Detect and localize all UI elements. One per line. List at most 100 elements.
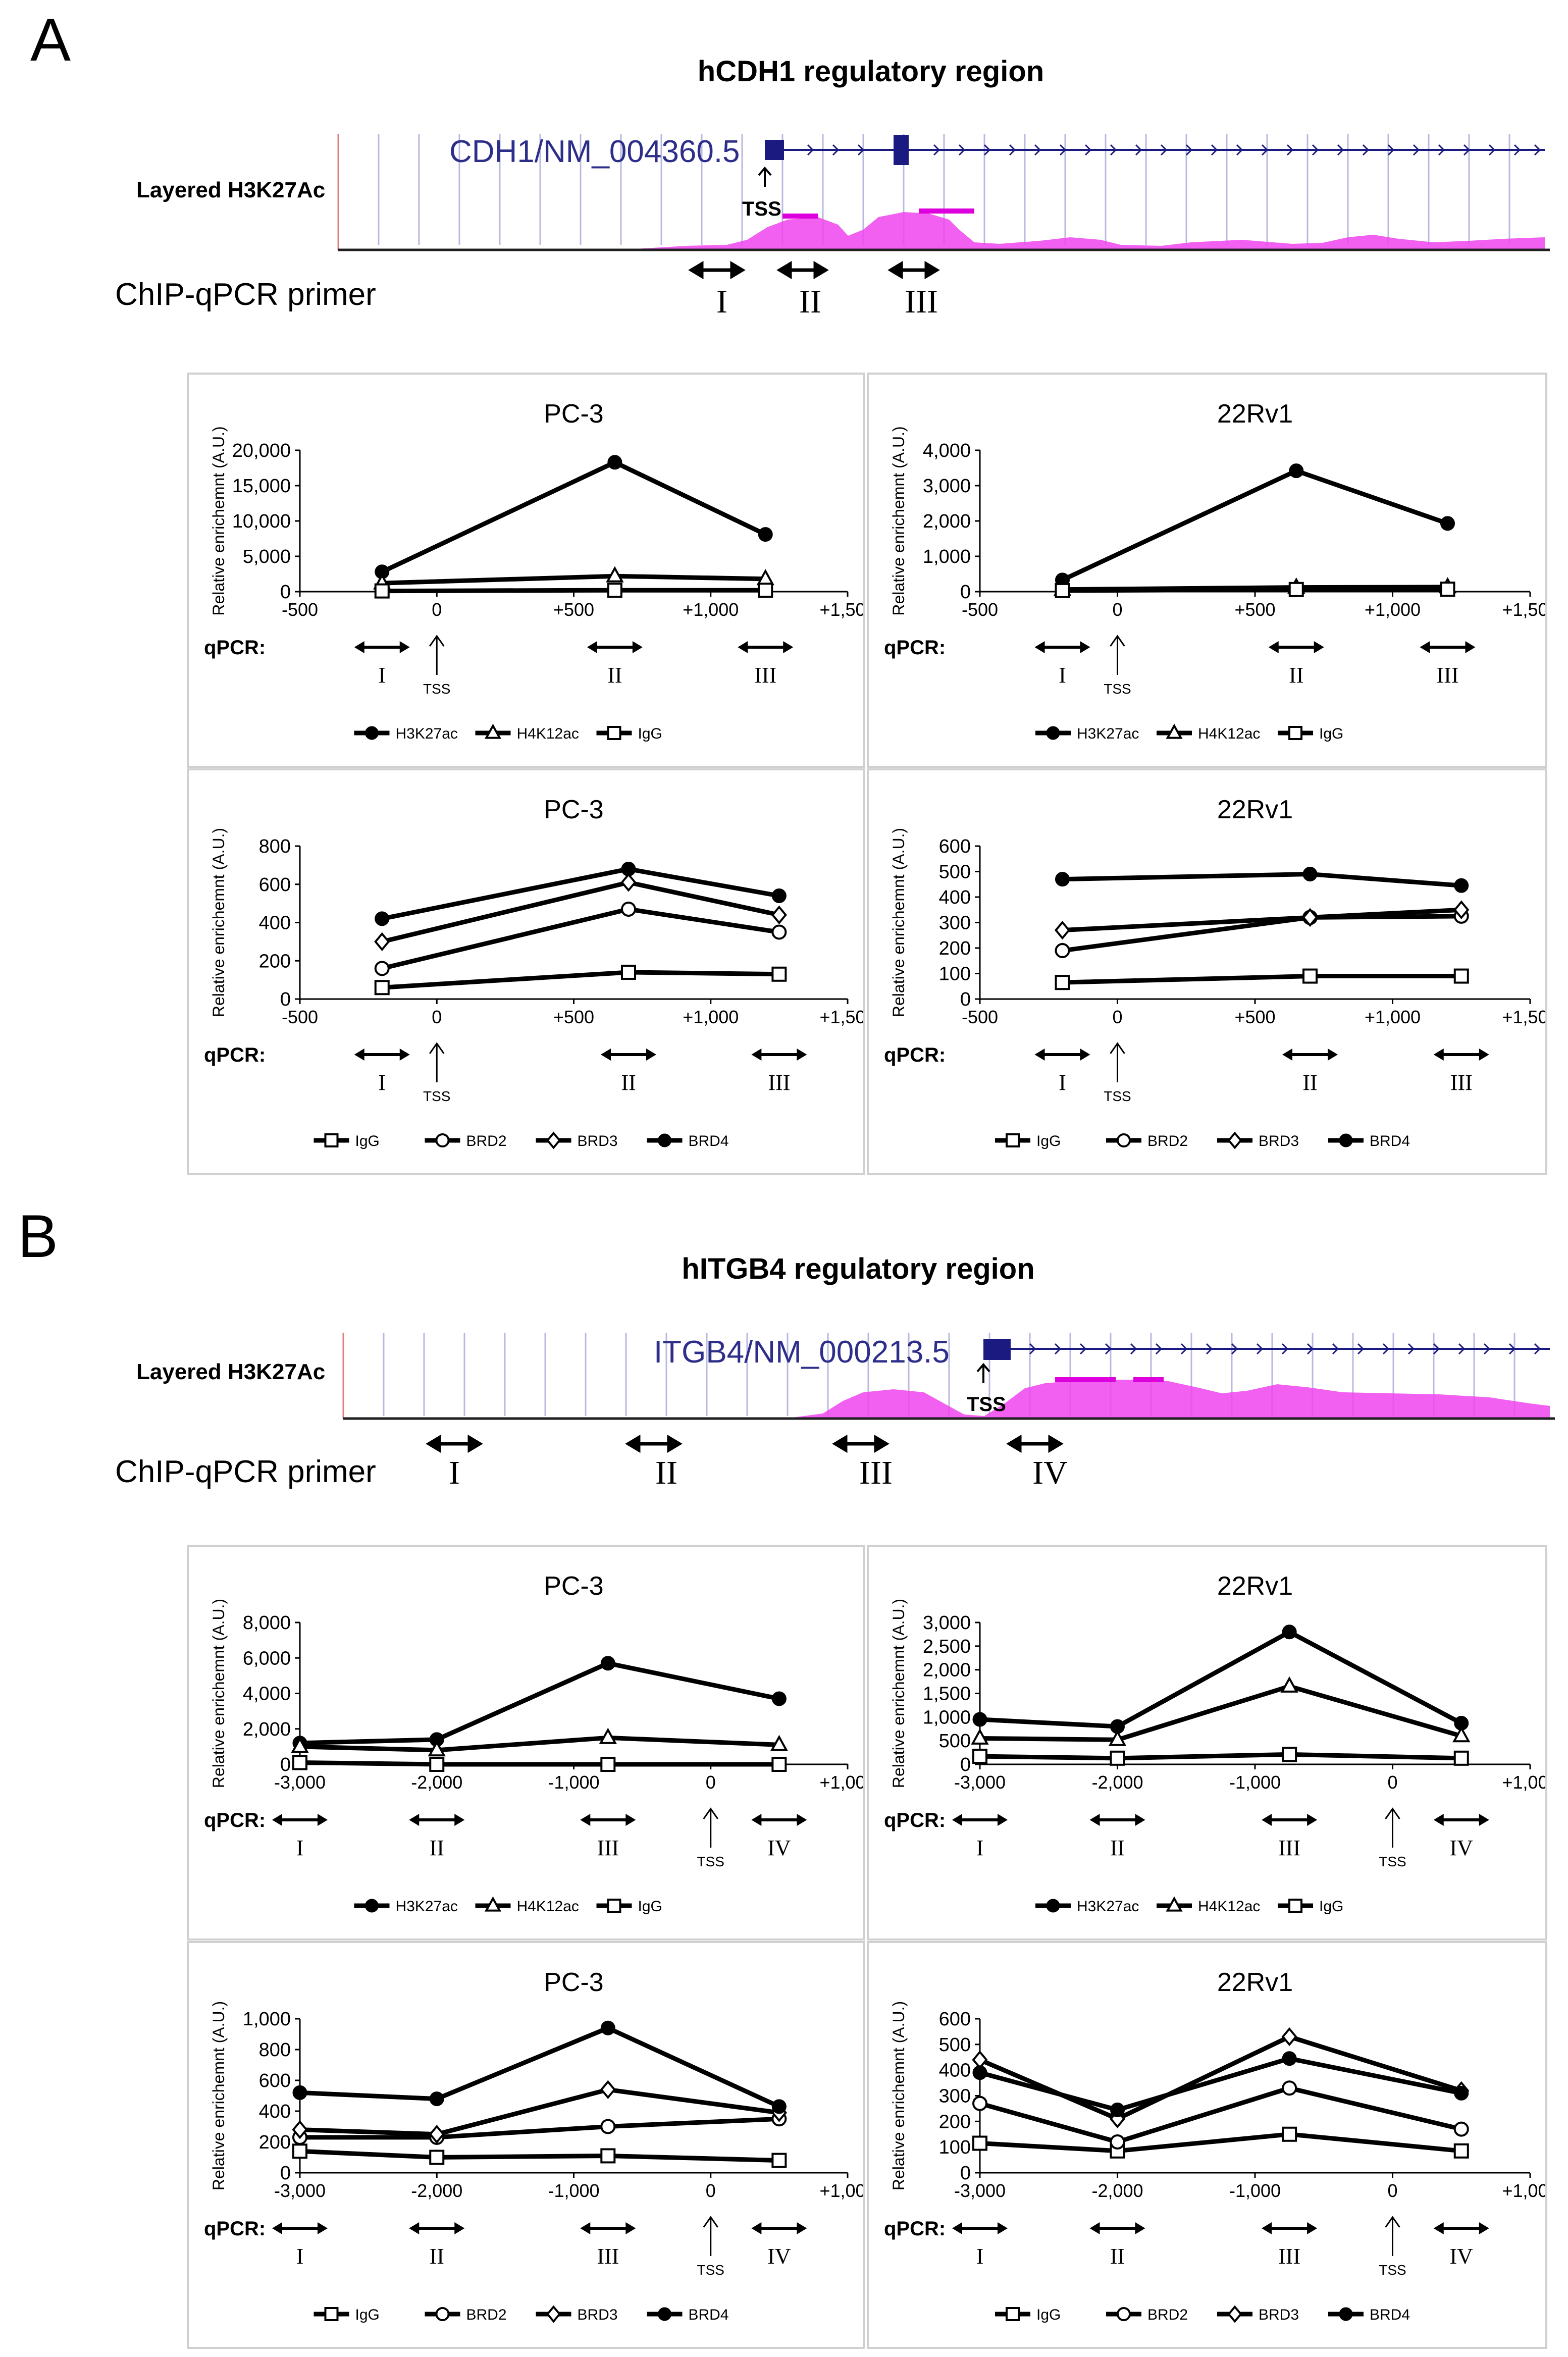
data-point-igg (771, 966, 787, 982)
legend-marker (324, 2307, 339, 2321)
data-point-h4k12ac (971, 1728, 989, 1745)
data-point-igg (758, 583, 773, 598)
data-point-igg (292, 1755, 307, 1770)
x-tick-label: -2,000 (1091, 1772, 1143, 1793)
x-tick-label: -500 (962, 599, 998, 620)
y-tick-label: 400 (259, 913, 291, 934)
legend-marker (435, 2307, 450, 2321)
y-tick-label: 1,500 (923, 1684, 971, 1705)
qpcr-primer-label: III (768, 1070, 790, 1095)
legend-marker (1046, 1899, 1060, 1913)
y-tick-label: 0 (960, 582, 971, 603)
data-point-igg (1055, 975, 1070, 990)
qpcr-primer-label: II (607, 663, 622, 688)
x-tick-label: -1,000 (1229, 2180, 1281, 2201)
data-point-brd4 (771, 2099, 787, 2114)
qpcr-primer-label: II (1110, 2244, 1125, 2269)
legend-label: BRD4 (1370, 1133, 1410, 1149)
qpcr-primer-arrow (1433, 1049, 1489, 1061)
chart-title: 22Rv1 (1217, 1968, 1293, 1997)
x-tick-label: -3,000 (274, 1772, 326, 1793)
y-axis-label: Relative enrichemnt (A.U.) (210, 2001, 228, 2190)
x-tick-label: +1,500 (1502, 599, 1545, 620)
legend-label: IgG (1319, 725, 1343, 742)
data-point-igg (1282, 2126, 1297, 2142)
data-point-brd4 (771, 888, 787, 903)
y-tick-label: 1,000 (923, 546, 971, 567)
x-tick-label: -2,000 (411, 2180, 462, 2201)
y-tick-label: 100 (939, 964, 971, 985)
x-tick-label: 0 (432, 599, 442, 620)
legend-marker (546, 1131, 561, 1149)
legend-marker (365, 726, 379, 740)
chart-b-22rv1-brd: 22Rv1 Relative enrichemnt (A.U.) 0 100 200 30… (867, 1941, 1547, 2349)
y-tick-label: 8,000 (243, 1612, 291, 1634)
x-tick-label: +500 (553, 1007, 594, 1027)
tss-arrow (703, 2216, 718, 2256)
y-tick-label: 300 (939, 913, 971, 934)
legend-marker (1227, 1131, 1242, 1149)
series-line-brd4 (1062, 872, 1462, 888)
qpcr-primer-label: I (976, 1836, 984, 1860)
data-point-brd4 (1055, 872, 1070, 887)
qpcr-label: qPCR: (204, 637, 266, 659)
data-point-h3k27ac (771, 1691, 787, 1706)
x-tick-label: +1,000 (819, 1772, 863, 1793)
qpcr-label: qPCR: (884, 637, 946, 659)
series-line-brd3 (299, 2087, 779, 2137)
legend-label: BRD2 (1147, 2307, 1188, 2323)
legend-label: BRD2 (1147, 1133, 1188, 1149)
series-line-igg (382, 970, 779, 990)
data-point-brd4 (375, 911, 390, 926)
data-point-brd3 (374, 932, 390, 952)
qpcr-label: qPCR: (884, 2218, 946, 2240)
y-tick-label: 200 (939, 2111, 971, 2132)
qpcr-primer-label: IV (767, 1836, 791, 1860)
region-title-a: hCDH1 regulatory region (697, 55, 1044, 88)
primer-label-a-3: III (905, 283, 938, 320)
chart-b-22rv1-histone: 22Rv1 Relative enrichemnt (A.U.) 0 500 1,000… (867, 1545, 1547, 1941)
data-point-brd4 (1454, 2085, 1469, 2101)
series-line-h3k27ac (1061, 468, 1448, 582)
primer-label-b-3: III (859, 1454, 893, 1491)
legend-label: BRD4 (689, 1133, 729, 1149)
qpcr-primer-arrow (751, 1814, 807, 1826)
x-tick-label: -2,000 (411, 1772, 462, 1793)
data-point-h4k12ac (1108, 1730, 1127, 1746)
qpcr-primer-arrow (409, 1814, 465, 1826)
primer-label-b-4: IV (1032, 1454, 1068, 1491)
legend-marker (1339, 1133, 1353, 1147)
track-label-b: Layered H3K27Ac (136, 1359, 326, 1384)
x-tick-label: -500 (962, 1007, 998, 1027)
track-label-a: Layered H3K27Ac (136, 178, 326, 202)
y-tick-label: 500 (939, 2034, 971, 2056)
data-point-brd3 (771, 905, 787, 925)
tss-arrow (1110, 635, 1125, 675)
primer-label-b-1: I (449, 1454, 460, 1491)
y-axis-label: Relative enrichemnt (A.U.) (890, 1599, 908, 1788)
y-tick-label: 400 (939, 2060, 971, 2081)
y-tick-label: 100 (939, 2137, 971, 2158)
legend-marker (324, 1133, 339, 1147)
qpcr-primer-arrow (601, 1049, 656, 1061)
legend-marker (365, 1899, 379, 1913)
legend-label: BRD3 (578, 1133, 618, 1149)
panel-letter-b: B (18, 1202, 59, 1270)
x-tick-label: 0 (1112, 599, 1122, 620)
legend-marker (607, 1899, 621, 1913)
chart-title: 22Rv1 (1217, 795, 1293, 824)
qpcr-primer-label: IV (767, 2244, 791, 2269)
qpcr-primer-label: I (296, 2244, 304, 2269)
legend-label: BRD4 (689, 2307, 729, 2323)
data-point-igg (429, 1757, 445, 1772)
y-axis-label: Relative enrichemnt (A.U.) (890, 2001, 908, 2190)
legend-marker (546, 2305, 561, 2323)
tss-label: TSS (697, 1854, 724, 1869)
qpcr-label: qPCR: (204, 1809, 266, 1831)
data-point-igg (1302, 968, 1318, 984)
qpcr-primer-label: III (1450, 1070, 1473, 1095)
y-axis-label: Relative enrichemnt (A.U.) (890, 828, 908, 1017)
legend-label: BRD3 (578, 2307, 618, 2323)
tss-label-a: TSS (742, 198, 781, 220)
y-tick-label: 5,000 (243, 546, 291, 567)
